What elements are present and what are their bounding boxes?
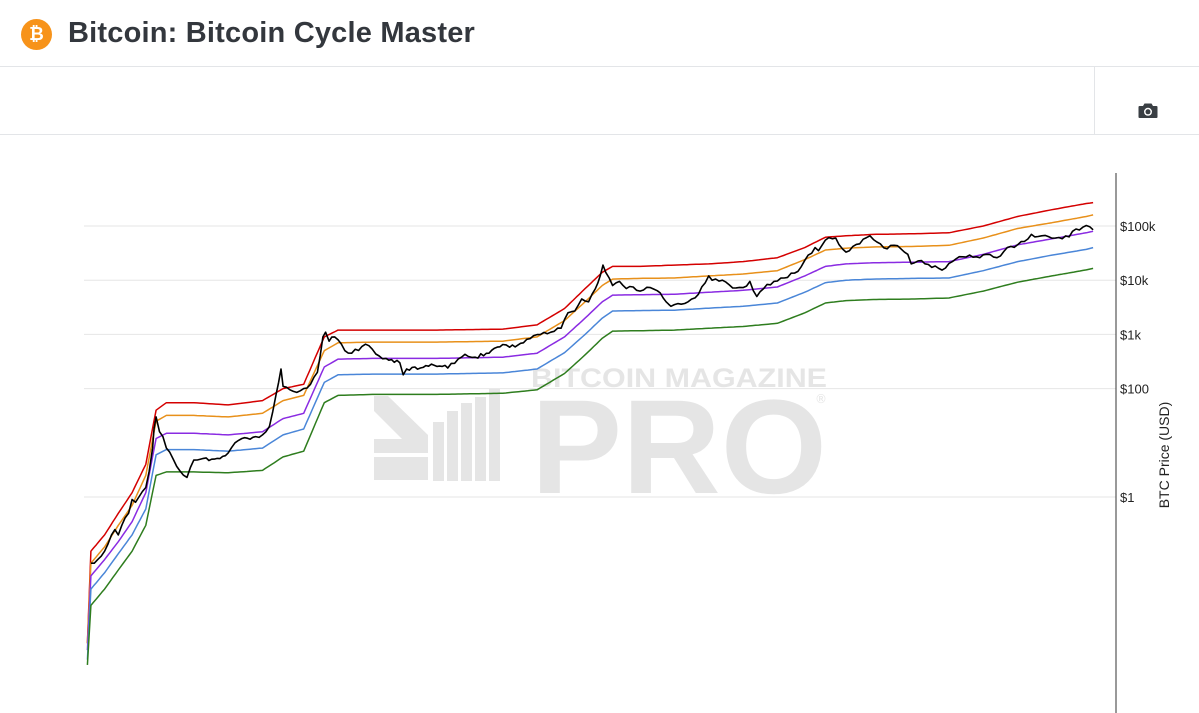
watermark-line1: BITCOIN MAGAZINE bbox=[531, 363, 827, 393]
y-tick-label: $10k bbox=[1120, 273, 1149, 288]
y-tick-label: $1 bbox=[1120, 490, 1134, 505]
watermark-line2: PRO bbox=[531, 373, 827, 522]
series-lines bbox=[86, 201, 1094, 665]
bitcoin-icon: ₿ bbox=[21, 19, 52, 50]
series-line-price bbox=[90, 224, 1094, 564]
page-header: ₿ Bitcoin: Bitcoin Cycle Master bbox=[0, 0, 1199, 67]
page-title: Bitcoin: Bitcoin Cycle Master bbox=[68, 17, 476, 49]
series-line-band-3 bbox=[86, 230, 1094, 651]
camera-icon[interactable] bbox=[1126, 95, 1170, 125]
y-tick-label: $100 bbox=[1120, 382, 1149, 397]
series-line-band-2 bbox=[86, 214, 1094, 644]
series-line-band-1 bbox=[86, 201, 1094, 644]
y-axis-title: BTC Price (USD) bbox=[1156, 402, 1172, 509]
chart-toolbar bbox=[0, 67, 1199, 135]
y-axis-ticks: $1 $100 $1k $10k $100k bbox=[1120, 219, 1156, 505]
series-line-band-4 bbox=[86, 246, 1094, 660]
watermark: BITCOIN MAGAZINE PRO ® bbox=[374, 363, 827, 522]
toolbar-divider bbox=[1094, 67, 1095, 134]
y-tick-label: $1k bbox=[1120, 327, 1141, 342]
chart-area: BITCOIN MAGAZINE PRO ® $1 $100 $1k $10k $100… bbox=[84, 173, 1172, 713]
y-tick-label: $100k bbox=[1120, 219, 1156, 234]
grid-lines bbox=[84, 225, 1116, 498]
watermark-registered-mark: ® bbox=[815, 392, 827, 406]
series-line-band-5 bbox=[86, 267, 1094, 665]
watermark-logo-mark bbox=[374, 389, 500, 481]
